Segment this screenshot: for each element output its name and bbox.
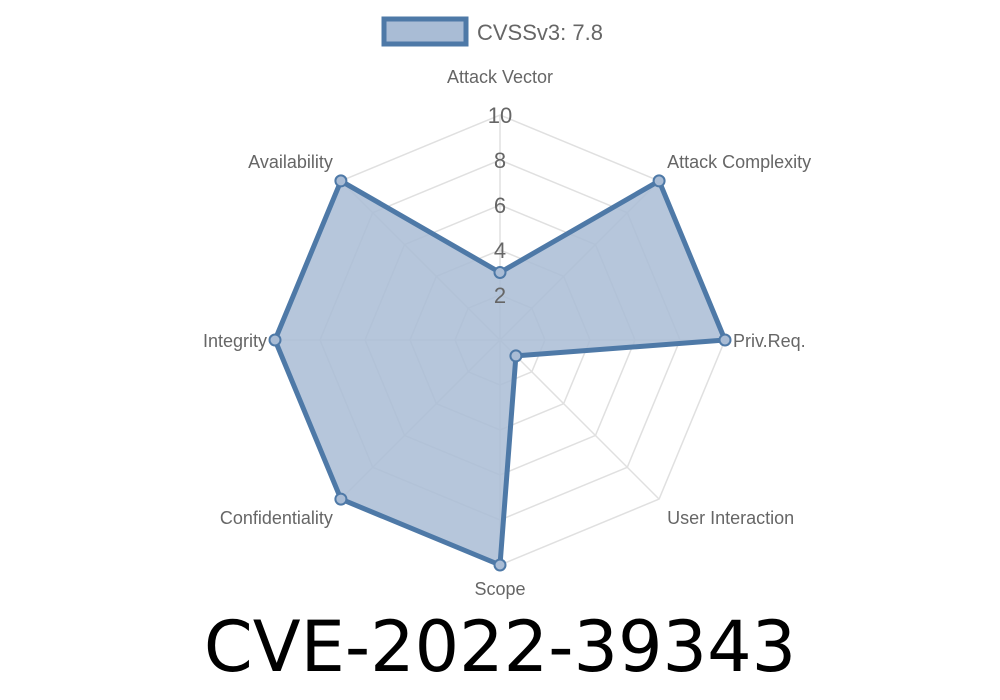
data-point — [493, 266, 507, 279]
grid-spoke — [499, 339, 660, 500]
axis-labels: Attack Vector Attack Complexity Priv.Req. U… — [203, 67, 811, 599]
tick-label: 8 — [494, 148, 506, 173]
tick-label: 4 — [494, 238, 506, 263]
radar-ticks: 2 4 6 8 10 — [488, 103, 512, 308]
axis-label: Attack Complexity — [667, 152, 811, 172]
data-point — [718, 333, 732, 347]
axis-label: Attack Vector — [447, 67, 553, 87]
data-point — [334, 174, 348, 188]
legend-label: CVSSv3: 7.8 — [477, 20, 603, 45]
axis-label: Confidentiality — [220, 508, 333, 528]
data-point — [493, 558, 507, 572]
legend-swatch — [381, 16, 469, 47]
data-point — [334, 492, 348, 506]
axis-label: Availability — [248, 152, 333, 172]
axis-label: Priv.Req. — [733, 331, 806, 351]
data-point — [509, 349, 523, 363]
tick-label: 6 — [494, 193, 506, 218]
radar-series — [268, 174, 732, 572]
radar-chart: 2 4 6 8 10 Attack Vector Attack Complexity Pri… — [203, 16, 811, 599]
axis-label: Scope — [474, 579, 525, 599]
tick-label: 10 — [488, 103, 512, 128]
tick-label: 2 — [494, 283, 506, 308]
legend[interactable]: CVSSv3: 7.8 — [381, 16, 603, 47]
data-point — [652, 174, 666, 188]
axis-label: Integrity — [203, 331, 267, 351]
data-point — [268, 333, 282, 347]
axis-label: User Interaction — [667, 508, 794, 528]
page-title: CVE-2022-39343 — [203, 606, 797, 688]
